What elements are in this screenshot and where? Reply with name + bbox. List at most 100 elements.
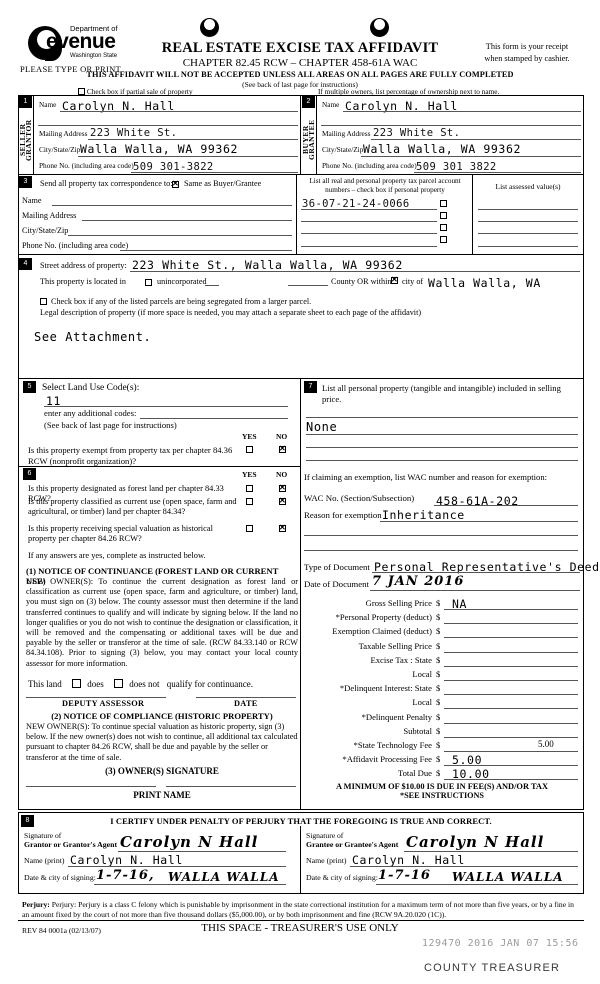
punch-hole-left-icon <box>200 18 219 37</box>
parcel-number-input-3[interactable] <box>301 246 437 247</box>
corr-address-input[interactable] <box>82 220 292 221</box>
seller-phone-value[interactable]: 509 301-3822 <box>133 161 214 173</box>
partial-sale-checkbox[interactable] <box>78 88 85 95</box>
deputy-assessor-input[interactable] <box>26 697 166 698</box>
dollar-sign: $ <box>436 725 441 736</box>
this-land-row: This land does does not qualify for cont… <box>28 679 253 689</box>
does-qualify-checkbox[interactable] <box>72 679 81 688</box>
county-name-input[interactable] <box>288 285 328 286</box>
buyer-citystatezip-value[interactable]: Walla Walla, WA 99362 <box>363 142 521 156</box>
city-value[interactable]: Walla Walla, WA <box>428 276 541 290</box>
additional-codes-input[interactable] <box>140 418 288 419</box>
tax-row-input[interactable] <box>444 665 578 667</box>
corr-phone-input[interactable] <box>120 250 292 251</box>
seller-name-value[interactable]: Carolyn N. Hall <box>62 99 175 113</box>
logo-revenue-text: evenue <box>46 30 116 53</box>
tax-row-input[interactable] <box>444 694 578 696</box>
current-use-yes-checkbox[interactable] <box>246 498 253 505</box>
unincorporated-checkbox[interactable] <box>145 279 152 286</box>
buyer-address-value[interactable]: 223 White St. <box>373 127 461 139</box>
grantor-date-value[interactable]: 1-7-16, <box>96 868 155 883</box>
tax-row-input[interactable] <box>444 637 578 639</box>
tax-row-input[interactable] <box>444 765 578 767</box>
tax-row-value[interactable]: 10.00 <box>452 767 490 782</box>
seller-citystatezip-label: City/State/Zip <box>39 145 81 154</box>
grantor-city-value[interactable]: WALLA WALLA <box>168 870 280 884</box>
land-use-code-value[interactable]: 11 <box>46 394 62 408</box>
owner-signature-input[interactable] <box>26 786 156 787</box>
parcel-number-0[interactable]: 36-07-21-24-0066 <box>302 198 410 210</box>
tax-row-label: *Affidavit Processing Fee <box>342 754 432 765</box>
street-address-value[interactable]: 223 White St., Walla Walla, WA 99362 <box>132 258 403 272</box>
owner-print-name-input[interactable] <box>166 786 296 787</box>
tax-row-input[interactable] <box>444 708 578 710</box>
same-as-buyer-checkbox[interactable] <box>172 179 179 188</box>
buyer-name-value[interactable]: Carolyn N. Hall <box>345 99 458 113</box>
tax-row-input[interactable] <box>444 623 578 625</box>
assessor-date-input[interactable] <box>196 697 296 698</box>
corr-name-input[interactable] <box>52 205 292 206</box>
parcel-table-header: List all real and personal property tax … <box>309 177 461 194</box>
tax-row-value[interactable]: 5.00 <box>538 739 554 749</box>
tax-row-input[interactable] <box>444 736 578 738</box>
assessed-value-input-0[interactable] <box>478 209 578 210</box>
personal-property-intro: List all personal property (tangible and… <box>322 383 561 404</box>
does-not-qualify-checkbox[interactable] <box>114 679 123 688</box>
segregate-checkbox[interactable] <box>40 298 47 305</box>
tax-row-label: *Delinquent Penalty <box>361 711 432 722</box>
forest-land-no-checkbox[interactable] <box>279 483 286 492</box>
tax-row-input[interactable] <box>444 609 578 610</box>
land-use-yes-header: YES <box>242 432 257 441</box>
legal-description-value[interactable]: See Attachment. <box>34 330 152 344</box>
seller-address-value[interactable]: 223 White St. <box>90 127 178 139</box>
tax-row-input[interactable] <box>444 722 578 724</box>
document-type-value[interactable]: Personal Representative's Deed <box>374 560 600 574</box>
wac-number-value[interactable]: 458-61A-202 <box>436 494 519 508</box>
reason-exemption-value[interactable]: Inheritance <box>382 508 465 522</box>
parcel-number-input-1[interactable] <box>301 221 437 222</box>
parcel-personal-checkbox-3[interactable] <box>440 236 447 243</box>
grantor-name-value[interactable]: Carolyn N. Hall <box>70 853 183 867</box>
tax-row-input[interactable] <box>444 680 578 681</box>
seller-citystatezip-value[interactable]: Walla Walla, WA 99362 <box>80 142 238 156</box>
buyer-phone-value[interactable]: 509 301 3822 <box>416 161 497 173</box>
wac-number-label: WAC No. (Section/Subsection) <box>304 493 415 503</box>
tax-row-value[interactable]: 5.00 <box>452 753 483 768</box>
tax-row-input[interactable] <box>444 779 578 781</box>
notice-compliance-title: (2) NOTICE OF COMPLIANCE (HISTORIC PROPE… <box>51 711 273 721</box>
buyer-phone-label: Phone No. (including area code) <box>322 161 417 170</box>
perjury-notice: Perjury: Perjury: Perjury is a class C f… <box>22 900 574 919</box>
grantee-sig-label1: Signature of <box>306 831 344 840</box>
forest-land-yes-checkbox[interactable] <box>246 485 253 492</box>
seller-address-label: Mailing Address <box>39 129 88 138</box>
dollar-sign: $ <box>436 640 441 651</box>
corr-citystatezip-input[interactable] <box>68 235 292 236</box>
corr-phone-label: Phone No. (including area code) <box>22 241 129 250</box>
tax-row-input[interactable] <box>444 651 578 653</box>
grantee-date-value[interactable]: 1-7-16 <box>378 868 431 883</box>
exempt-yes-checkbox[interactable] <box>246 446 253 453</box>
historic-no-checkbox[interactable] <box>279 523 286 532</box>
deputy-assessor-label: DEPUTY ASSESSOR <box>62 699 145 708</box>
tax-row-input[interactable] <box>444 751 578 752</box>
grantor-signature[interactable]: Carolyn N Hall <box>120 833 259 851</box>
assessed-value-input-3[interactable] <box>478 246 578 247</box>
parcel-personal-checkbox-2[interactable] <box>440 224 447 231</box>
assessed-value-input-2[interactable] <box>478 233 578 234</box>
parcel-personal-checkbox-0[interactable] <box>440 200 447 207</box>
exempt-question: Is this property exempt from property ta… <box>28 445 233 466</box>
assessed-value-input-1[interactable] <box>478 221 578 222</box>
grantee-city-value[interactable]: WALLA WALLA <box>452 870 564 884</box>
grantee-signature[interactable]: Carolyn N Hall <box>406 833 545 851</box>
current-use-no-checkbox[interactable] <box>279 496 286 505</box>
city-of-label: city of <box>402 277 424 286</box>
exempt-no-checkbox[interactable] <box>279 444 286 453</box>
tax-row-value[interactable]: NA <box>452 597 468 611</box>
grantee-name-value[interactable]: Carolyn N. Hall <box>352 853 465 867</box>
city-checkbox[interactable] <box>391 275 398 284</box>
personal-property-value[interactable]: None <box>306 420 338 434</box>
document-date-value[interactable]: 7 JAN 2016 <box>372 574 465 589</box>
historic-yes-checkbox[interactable] <box>246 525 253 532</box>
parcel-number-input-2[interactable] <box>301 233 437 234</box>
parcel-personal-checkbox-1[interactable] <box>440 212 447 219</box>
